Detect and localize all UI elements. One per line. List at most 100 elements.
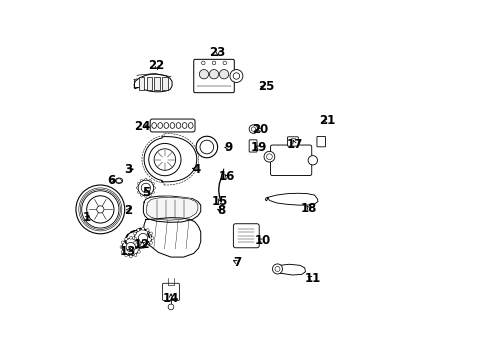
Circle shape [86,196,114,223]
Text: 25: 25 [257,80,274,93]
Circle shape [142,246,144,249]
Ellipse shape [170,123,174,129]
Text: 24: 24 [134,120,150,133]
Circle shape [307,156,317,165]
Circle shape [266,154,272,159]
Bar [162,77,168,90]
Circle shape [138,180,153,196]
Circle shape [152,191,154,193]
Text: 11: 11 [304,272,320,285]
Circle shape [149,194,151,197]
Circle shape [144,178,147,180]
Circle shape [140,194,142,197]
Text: 15: 15 [211,195,227,208]
Circle shape [133,241,136,244]
Circle shape [229,69,243,82]
Circle shape [149,232,152,235]
Circle shape [141,183,150,193]
Circle shape [120,246,122,248]
Circle shape [233,73,239,79]
Text: 10: 10 [254,234,270,247]
Text: 21: 21 [318,114,334,127]
Circle shape [134,229,151,247]
Text: 18: 18 [300,202,317,215]
Ellipse shape [188,123,193,129]
Circle shape [154,149,175,170]
Text: 7: 7 [233,256,241,269]
Polygon shape [274,264,305,275]
FancyBboxPatch shape [287,137,298,146]
Circle shape [152,183,154,185]
Ellipse shape [163,123,168,129]
Polygon shape [143,218,201,257]
Circle shape [249,125,257,134]
Circle shape [209,69,218,79]
Polygon shape [265,193,317,205]
Circle shape [151,237,153,239]
Bar [146,77,152,90]
Text: 8: 8 [217,204,225,217]
Text: 17: 17 [286,138,302,150]
Circle shape [132,237,135,239]
Circle shape [129,255,132,258]
Circle shape [219,69,228,79]
Circle shape [81,191,119,228]
Ellipse shape [151,123,156,129]
Text: 3: 3 [123,163,132,176]
Circle shape [97,206,104,213]
Circle shape [144,195,147,198]
Circle shape [201,61,204,65]
Circle shape [199,69,208,79]
FancyBboxPatch shape [233,224,259,248]
Circle shape [137,191,139,193]
Circle shape [168,304,174,310]
Circle shape [121,250,124,253]
Circle shape [196,136,217,158]
Circle shape [200,140,213,154]
FancyBboxPatch shape [193,59,234,93]
Circle shape [140,179,142,181]
Circle shape [133,232,136,235]
Circle shape [138,233,147,243]
Text: 1: 1 [82,211,91,224]
Text: 4: 4 [192,163,200,176]
Ellipse shape [115,178,122,183]
FancyBboxPatch shape [270,145,311,176]
Circle shape [122,238,139,256]
Text: 19: 19 [250,141,266,154]
Circle shape [212,61,215,65]
Circle shape [134,254,137,257]
Polygon shape [143,196,201,222]
Circle shape [124,238,127,240]
Circle shape [137,245,140,248]
Text: 20: 20 [252,123,268,136]
Polygon shape [144,136,196,182]
Circle shape [136,187,138,189]
Circle shape [129,236,132,239]
Circle shape [126,242,135,252]
Ellipse shape [182,123,186,129]
Circle shape [146,245,149,248]
Ellipse shape [176,123,181,129]
Circle shape [137,183,139,185]
Circle shape [137,229,140,231]
Circle shape [223,61,226,65]
Ellipse shape [158,123,162,129]
Circle shape [142,227,144,230]
Text: 13: 13 [120,245,136,258]
Text: 16: 16 [218,170,234,183]
FancyBboxPatch shape [316,136,325,147]
Polygon shape [134,74,172,92]
Text: 14: 14 [163,292,179,305]
Circle shape [134,238,137,240]
Text: 6: 6 [107,174,116,187]
Circle shape [121,241,124,244]
FancyBboxPatch shape [162,283,179,301]
FancyBboxPatch shape [249,140,257,152]
Circle shape [149,179,151,181]
Circle shape [272,264,282,274]
Circle shape [137,250,140,253]
Text: 9: 9 [224,141,232,154]
Text: 23: 23 [209,46,225,59]
Bar [139,77,144,90]
